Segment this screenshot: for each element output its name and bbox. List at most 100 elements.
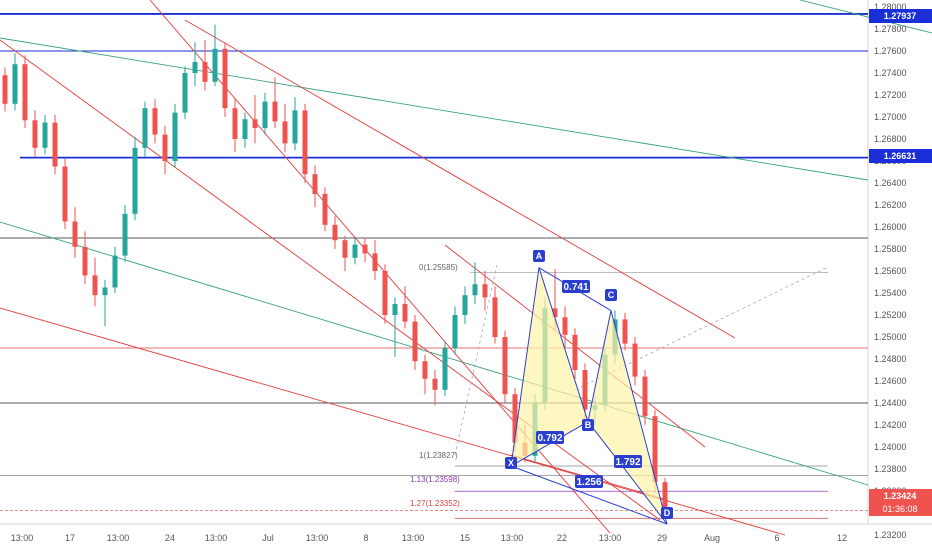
candles [2,24,668,519]
svg-text:D: D [664,508,671,518]
candle-2 [22,55,28,128]
candle-47 [472,262,478,304]
candle-22 [222,42,228,117]
candle-26 [262,92,268,135]
candle-15 [152,99,158,144]
harmonic-pattern [510,267,668,525]
candle-56 [562,306,568,348]
y-tick-1-25800: 1.25800 [874,244,907,254]
svg-text:01:36:08: 01:36:08 [882,504,917,514]
candle-23 [232,99,238,153]
x-tick-8: 13:00 [402,533,425,543]
y-tick-partial: 1.28000 [874,2,907,12]
trend-line-0 [0,37,869,181]
y-tick-1-25200: 1.25200 [874,310,907,320]
candle-24 [242,112,248,148]
candle-19 [192,42,198,87]
candle-17 [172,103,178,168]
candle-49 [492,286,498,344]
x-tick-11: 22 [557,533,567,543]
candle-48 [482,271,488,311]
price-axis-background [868,0,932,550]
candle-62 [622,312,628,351]
y-tick-1-27600: 1.27600 [874,46,907,56]
svg-text:A: A [536,251,543,261]
svg-text:B: B [585,420,592,430]
y-tick-1-23200: 1.23200 [874,530,907,540]
y-tick-1-27200: 1.27200 [874,90,907,100]
pattern-leg-ab [538,267,589,422]
x-tick-1: 17 [65,533,75,543]
candle-29 [292,97,298,150]
ratio-badges: 0.741 0.792 1.792 1.256 [536,280,642,488]
y-tick-1-25400: 1.25400 [874,288,907,298]
candle-28 [282,103,288,153]
fib-label-1: 1(1.23827) [419,451,458,460]
svg-text:X: X [508,458,514,468]
svg-text:1.26631: 1.26631 [884,151,917,161]
y-tick-1-26400: 1.26400 [874,178,907,188]
candle-0 [2,67,8,112]
candle-9 [92,257,98,307]
time-axis[interactable]: 13:00 17 13:00 24 13:00 Jul 13:00 8 13:00 15 13:00… [11,533,847,543]
candle-7 [72,207,78,258]
candle-45 [452,306,458,355]
candle-11 [112,246,118,293]
y-tick-1-25000: 1.25000 [874,332,907,342]
point-c-label: C [605,289,617,301]
candle-8 [82,231,88,285]
y-tick-1-25600: 1.25600 [874,266,907,276]
x-tick-3: 24 [165,533,175,543]
svg-text:1.792: 1.792 [615,457,640,468]
candle-6 [62,158,68,230]
candle-4 [42,114,48,155]
y-tick-1-26000: 1.26000 [874,222,907,232]
y-tick-1-24200: 1.24200 [874,420,907,430]
badge-top-blue: 1.27937 [869,9,932,23]
pattern-triangle-bcd [588,310,667,524]
candle-16 [162,125,168,175]
svg-text:1.256: 1.256 [576,477,601,488]
x-tick-6: 13:00 [306,533,329,543]
candle-42 [422,354,428,395]
candle-35 [352,238,358,265]
point-d-label: D [661,507,673,519]
svg-text:C: C [608,290,615,300]
fib-label-1-13: 1.13(1.23598) [410,475,460,484]
svg-text:1.27937: 1.27937 [884,11,917,21]
x-tick-2: 13:00 [107,533,130,543]
fib-anchor-line [454,264,498,456]
badge-mid-blue: 1.26631 [869,149,932,163]
x-tick-7: 8 [363,533,368,543]
x-tick-12: 13:00 [599,533,622,543]
x-tick-15: 6 [774,533,779,543]
x-tick-9: 15 [460,533,470,543]
price-badges: 1.27937 1.26631 1.23424 01:36:08 [869,9,932,516]
candle-32 [322,187,328,232]
candle-43 [432,370,438,406]
x-tick-10: 13:00 [501,533,524,543]
candle-30 [302,103,308,183]
y-tick-1-24600: 1.24600 [874,376,907,386]
candle-1 [12,53,18,111]
candle-14 [142,101,148,157]
fib-labels: 0(1.25585) 1(1.23827) 1.13(1.23598) 1.27… [410,263,460,508]
candle-25 [252,95,258,144]
candle-39 [392,297,398,357]
svg-text:0.792: 0.792 [537,433,562,444]
candle-44 [442,341,448,397]
ratio-badge-0741: 0.741 [562,280,590,293]
trend-line-2 [799,0,932,34]
trend-line-5 [184,19,736,339]
ratio-badge-1256: 1.256 [575,475,603,488]
pattern-triangle-xab [511,267,588,467]
candle-10 [102,279,108,326]
candle-57 [572,328,578,379]
x-tick-5: Jul [262,533,274,543]
x-tick-4: 13:00 [205,533,228,543]
point-x-label: X [505,457,517,469]
fib-label-0: 0(1.25585) [419,263,458,272]
x-tick-14: Aug [704,533,720,543]
